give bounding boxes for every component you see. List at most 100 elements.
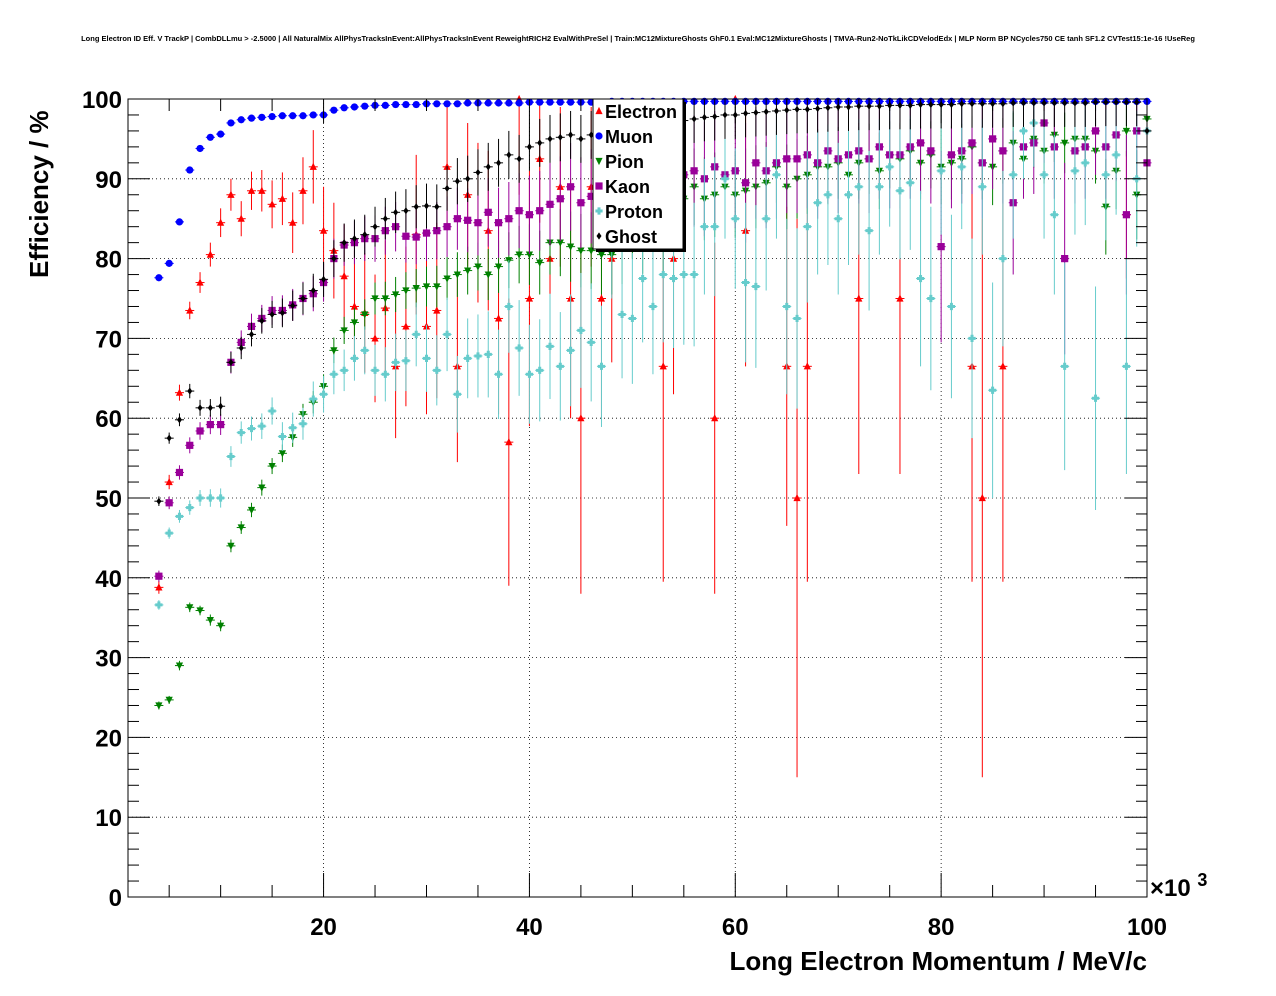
ghost-point (156, 497, 162, 505)
ghost-point (1123, 98, 1129, 106)
ghost-point (465, 175, 471, 183)
ghost-point (290, 302, 296, 310)
muon-point (484, 99, 492, 107)
proton-point (875, 183, 883, 191)
proton-point (906, 179, 914, 187)
proton-point (587, 338, 595, 346)
electron-point (350, 302, 359, 310)
proton-point (896, 187, 904, 195)
ghost-point (300, 294, 306, 303)
pion-point (577, 247, 585, 255)
proton-point (258, 422, 266, 430)
proton-point (649, 302, 657, 311)
ghost-point (341, 239, 347, 247)
proton-point (319, 390, 328, 398)
proton-point (392, 358, 400, 366)
muon-point (247, 114, 256, 122)
ghost-point (804, 105, 810, 113)
muon-point (217, 130, 225, 138)
pion-point (402, 287, 410, 295)
ghost-point (166, 434, 172, 442)
legend-label-pion: Pion (605, 152, 644, 172)
kaon-point (515, 207, 523, 215)
ghost-point (959, 100, 965, 108)
proton-point (278, 432, 286, 441)
proton-point (494, 370, 503, 378)
electron-point (433, 306, 441, 314)
pion-point (422, 283, 431, 291)
kaon-point (433, 227, 441, 235)
ghost-point (753, 108, 759, 117)
kaon-point (1061, 255, 1069, 263)
kaon-point (566, 183, 575, 191)
ghost-point (454, 177, 460, 185)
pion-point (237, 524, 245, 532)
kaon-point (525, 211, 534, 219)
muon-point (505, 99, 513, 107)
ghost-point (1000, 100, 1006, 108)
electron-point (597, 294, 606, 302)
y-tick-label: 40 (95, 566, 122, 593)
pion-point (175, 662, 184, 670)
ghost-point (825, 104, 831, 112)
electron-point (247, 186, 256, 194)
kaon-point (165, 499, 173, 507)
kaon-point (793, 155, 801, 163)
muon-point (330, 106, 338, 114)
proton-point (361, 346, 369, 354)
kaon-point (155, 572, 163, 580)
proton-point (309, 395, 317, 403)
electron-point (299, 186, 307, 194)
ghost-point (846, 103, 852, 111)
kaon-point (546, 200, 554, 208)
y-tick-label: 0 (109, 885, 122, 912)
muon-point (392, 100, 400, 109)
proton-point (855, 183, 863, 191)
ghost-point (691, 115, 697, 123)
proton-point (978, 183, 986, 191)
y-axis-label: Efficiency / % (24, 110, 54, 278)
legend-marker-ghost (596, 232, 602, 240)
pion-point (196, 607, 204, 615)
ghost-point (321, 275, 327, 283)
proton-point (237, 428, 245, 437)
proton-point (422, 354, 431, 362)
ghost-point (1020, 99, 1026, 107)
ghost-point (1051, 99, 1057, 107)
ghost-point (176, 416, 182, 424)
proton-point (464, 354, 472, 362)
ghost-point (393, 208, 399, 216)
kaon-point (484, 208, 492, 216)
ghost-point (743, 109, 749, 117)
proton-point (1112, 151, 1120, 159)
proton-point (639, 274, 647, 283)
kaon-point (494, 219, 503, 227)
ghost-point (218, 402, 224, 410)
electron-point (896, 294, 904, 302)
pion-point (330, 347, 338, 355)
kaon-point (989, 135, 997, 143)
proton-point (371, 366, 379, 374)
ghost-point (948, 100, 954, 109)
ghost-point (547, 135, 553, 143)
pion-point (1122, 127, 1131, 136)
proton-point (247, 424, 256, 433)
proton-point (762, 215, 770, 223)
ghost-point (249, 330, 255, 339)
ghost-point (331, 255, 337, 263)
muon-point (494, 99, 503, 107)
proton-point (916, 274, 925, 283)
electron-point (494, 314, 503, 322)
electron-point (978, 493, 986, 502)
y-tick-label: 50 (95, 486, 122, 513)
ghost-point (722, 111, 728, 119)
proton-point (834, 215, 842, 223)
ghost-point (197, 404, 203, 412)
y-tick-label: 20 (95, 725, 122, 752)
pion-point (474, 263, 482, 271)
electron-point (659, 362, 667, 370)
pion-point (206, 616, 214, 625)
electron-point (206, 250, 214, 258)
proton-point (783, 302, 791, 311)
